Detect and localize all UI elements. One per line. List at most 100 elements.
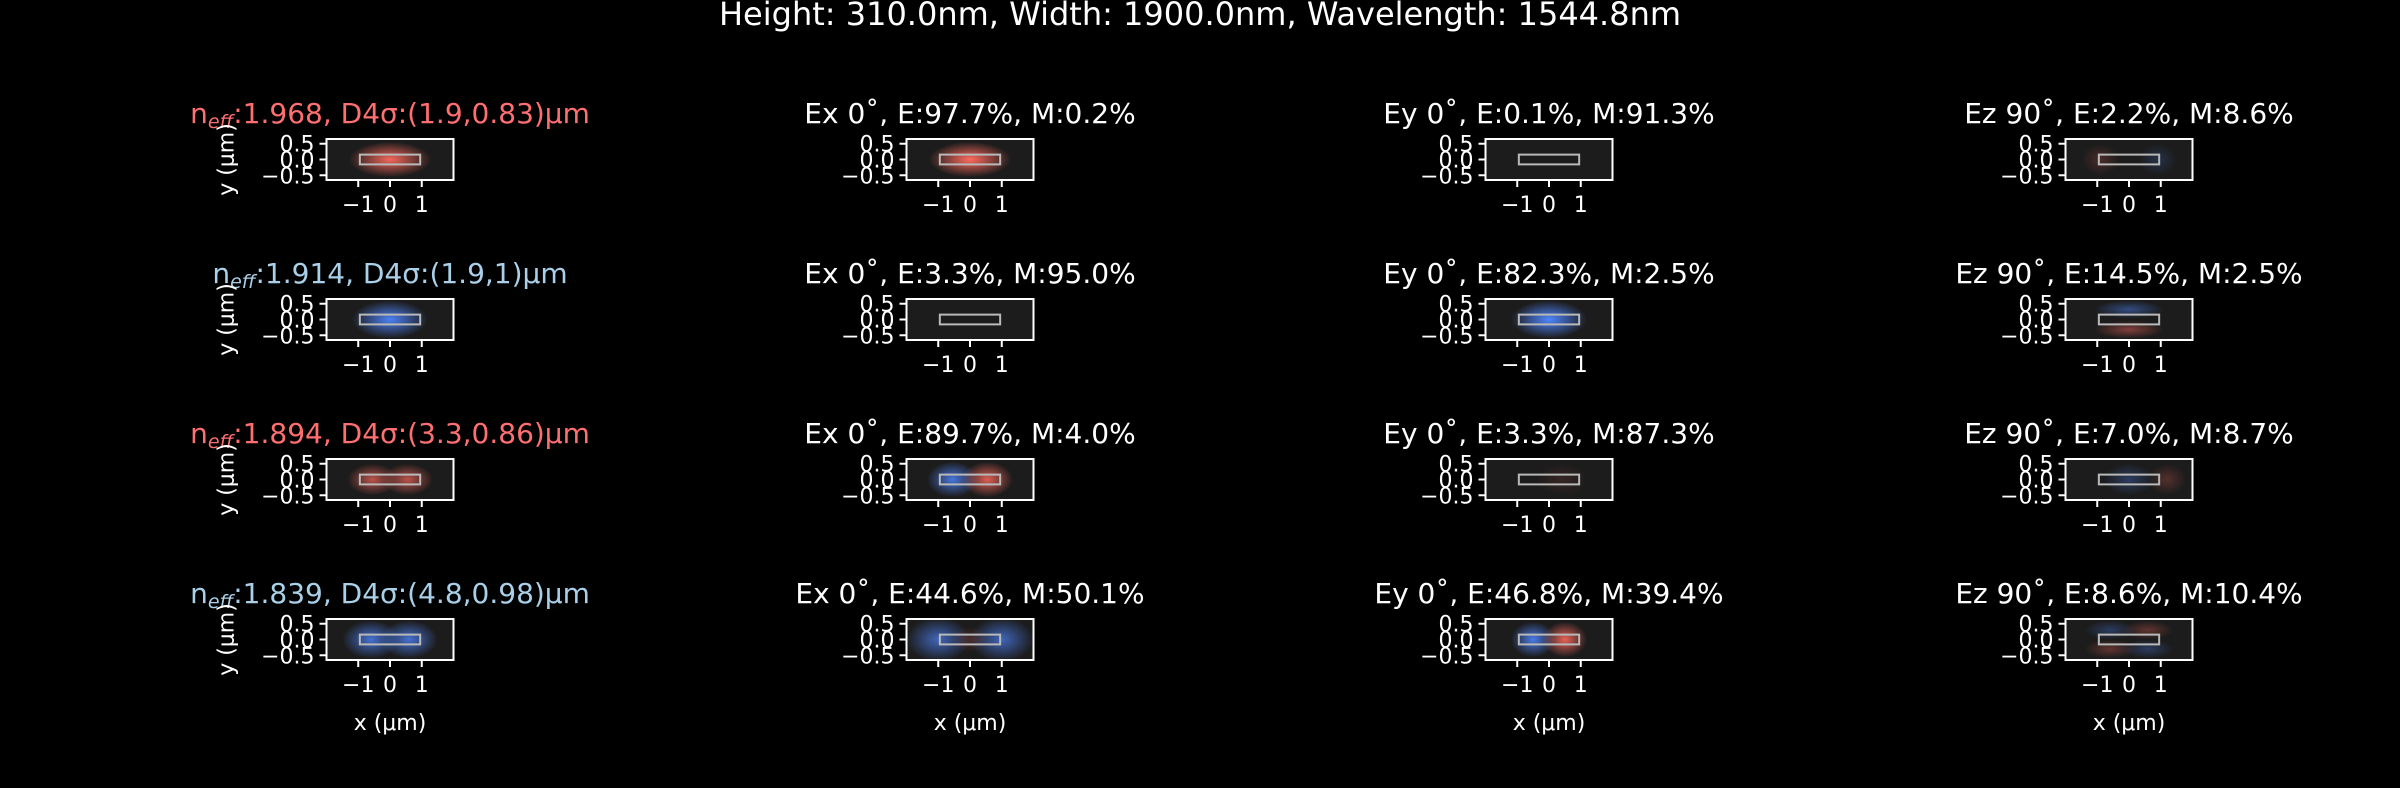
field-lobe [2103, 463, 2155, 496]
y-tick-label: 0.5 [860, 293, 895, 318]
mode-title-rest: :1.839, D4σ:(4.8,0.98)μm [233, 577, 590, 610]
field-map [351, 300, 429, 339]
x-tick-label: 0 [383, 513, 397, 538]
waveguide-core-outline [358, 473, 422, 486]
mode-panel: neff:1.914, D4σ:(1.9,1)μm0.50.0−0.5−1 0 1y… [212, 257, 567, 378]
waveguide-core-outline [2097, 633, 2161, 646]
x-axis-label: x (μm) [1513, 711, 1586, 736]
field-lobe [906, 619, 970, 660]
panel-title: Ey 0˚, E:3.3%, M:87.3% [1383, 417, 1714, 450]
field-map [342, 620, 438, 659]
x-tick-label: −1 [342, 513, 374, 538]
waveguide-core-outline [1517, 473, 1581, 486]
x-tick-label: 1 [415, 193, 429, 218]
y-tick-label: −0.5 [261, 324, 314, 349]
x-tick-label: −1 [342, 673, 374, 698]
panel-title: Ey 0˚, E:82.3%, M:2.5% [1383, 257, 1714, 290]
field-map [906, 619, 1034, 660]
field-map [2103, 463, 2187, 496]
y-tick-label: 0.5 [280, 293, 315, 318]
x-tick-label: 1 [415, 513, 429, 538]
x-tick-label: 0 [2122, 673, 2136, 698]
y-tick-label: −0.5 [2000, 644, 2053, 669]
y-tick-label: −0.5 [261, 644, 314, 669]
y-tick-label: −0.5 [2000, 484, 2053, 509]
mode-title-n: n [190, 417, 208, 450]
x-tick-label: 0 [963, 513, 977, 538]
y-tick-label: −0.5 [1420, 324, 1473, 349]
x-tick-label: 1 [415, 673, 429, 698]
field-lobe [351, 300, 429, 339]
x-tick-label: −1 [922, 353, 954, 378]
x-tick-label: 0 [963, 193, 977, 218]
mode-panel: Ex 0˚, E:44.6%, M:50.1% 0.50.0−0.5 −1 0 1 x (… [795, 577, 1144, 736]
field-map [927, 461, 1013, 498]
y-tick-label: −0.5 [841, 644, 894, 669]
mode-panel: neff:1.839, D4σ:(4.8,0.98)μm0.50.0−0.5−1… [190, 577, 590, 736]
y-tick-label: −0.5 [1420, 644, 1473, 669]
mode-panel: Ey 0˚, E:3.3%, M:87.3% 0.50.0−0.5 −1 0 1 [1383, 417, 1714, 538]
y-tick-label: 0.0 [280, 309, 315, 334]
y-tick-label: −0.5 [2000, 324, 2053, 349]
mode-panel: Ez 90˚, E:2.2%, M:8.6% 0.50.0−0.5 −1 0 1 [1964, 97, 2294, 218]
y-tick-label: −0.5 [841, 484, 894, 509]
mode-title-sub: eff [230, 271, 258, 293]
panel-title: Ez 90˚, E:7.0%, M:8.7% [1964, 417, 2294, 450]
x-tick-label: 1 [2154, 673, 2168, 698]
y-tick-label: 0.5 [1439, 133, 1474, 158]
y-axis-label: y (μm) [215, 443, 240, 516]
y-tick-label: 0.0 [860, 629, 895, 654]
waveguide-core-outline [1517, 153, 1581, 166]
mode-title: neff:1.894, D4σ:(3.3,0.86)μm [190, 417, 590, 453]
mode-title-n: n [190, 97, 208, 130]
y-tick-label: 0.5 [2019, 133, 2054, 158]
field-lobe [927, 461, 978, 498]
field-map [347, 463, 433, 496]
x-tick-label: −1 [1501, 673, 1533, 698]
y-tick-label: 0.0 [860, 469, 895, 494]
waveguide-core-outline [1517, 313, 1581, 326]
x-tick-label: 0 [1542, 673, 1556, 698]
y-axis-label: y (μm) [215, 283, 240, 356]
x-tick-label: −1 [2081, 513, 2113, 538]
x-tick-label: −1 [922, 513, 954, 538]
field-lobe [380, 620, 438, 659]
y-tick-label: 0.0 [2019, 469, 2054, 494]
field-lobe [2122, 620, 2174, 640]
x-tick-label: −1 [1501, 353, 1533, 378]
mode-title-n: n [190, 577, 208, 610]
y-axis-label: y (μm) [215, 123, 240, 196]
y-tick-label: −0.5 [1420, 164, 1473, 189]
y-tick-label: 0.5 [1439, 293, 1474, 318]
x-tick-label: 1 [2154, 513, 2168, 538]
mode-title: neff:1.914, D4σ:(1.9,1)μm [212, 257, 567, 293]
y-tick-label: 0.0 [1439, 469, 1474, 494]
mode-panel: Ey 0˚, E:0.1%, M:91.3% 0.50.0−0.5 −1 0 1 [1383, 97, 1714, 218]
y-tick-label: 0.5 [860, 133, 895, 158]
y-tick-label: 0.5 [2019, 613, 2054, 638]
panel-title: Ex 0˚, E:89.7%, M:4.0% [804, 417, 1135, 450]
mode-title-sub: eff [208, 591, 236, 613]
waveguide-core-outline [2097, 473, 2161, 486]
y-tick-label: 0.0 [2019, 149, 2054, 174]
field-map [1510, 300, 1588, 339]
waveguide-core-outline [358, 313, 422, 326]
x-tick-label: 1 [995, 193, 1009, 218]
x-tick-label: −1 [922, 193, 954, 218]
x-axis-label: x (μm) [934, 711, 1007, 736]
x-tick-label: −1 [2081, 193, 2113, 218]
x-tick-label: −1 [342, 353, 374, 378]
panel-title: Ez 90˚, E:2.2%, M:8.6% [1964, 97, 2294, 130]
x-tick-label: 0 [1542, 193, 1556, 218]
waveguide-core-outline [2097, 313, 2161, 326]
field-map [1510, 621, 1588, 658]
x-tick-label: 1 [1574, 353, 1588, 378]
x-tick-label: 1 [1574, 673, 1588, 698]
waveguide-core-outline [938, 633, 1002, 646]
field-lobe [2148, 463, 2187, 496]
field-map [2081, 143, 2177, 176]
mode-title: neff:1.968, D4σ:(1.9,0.83)μm [190, 97, 590, 133]
x-tick-label: 0 [383, 193, 397, 218]
field-lobe [928, 141, 1012, 178]
